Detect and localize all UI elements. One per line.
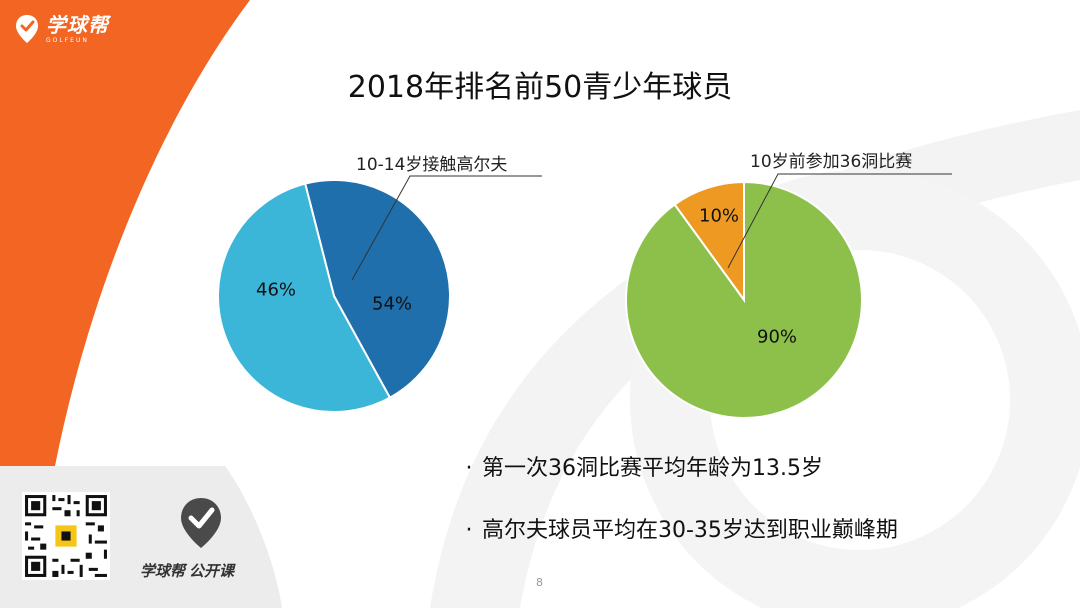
pie2-callout: 10岁前参加36洞比赛 <box>750 152 913 172</box>
pie1-leader-line <box>351 175 542 281</box>
pie2-slice-1 <box>673 180 745 304</box>
bullet-marker: · <box>465 456 473 481</box>
bullet-2-text: 高尔夫球员平均在30-35岁达到职业巅峰期 <box>482 518 898 543</box>
footer-brand-sub: 公开课 <box>189 562 235 580</box>
slide-title: 2018年排名前50青少年球员 <box>347 70 733 105</box>
pie1-slice-1 <box>303 179 452 400</box>
orange-corner-shape <box>0 0 250 466</box>
footer-brand: 学球帮 公开课 <box>140 560 238 581</box>
brand-badge-icon <box>181 498 221 548</box>
bullet-2: · 高尔夫球员平均在30-35岁达到职业巅峰期 <box>462 512 898 544</box>
pie1-label-54: 54% <box>371 293 413 315</box>
watermark-ring <box>630 170 1080 608</box>
bullet-marker: · <box>465 518 473 543</box>
bullet-1-text: 第一次36洞比赛平均年龄为13.5岁 <box>482 456 823 481</box>
brand-logo: 学球帮 GOLFEUN <box>14 14 109 44</box>
pie1-callout: 10-14岁接触高尔夫 <box>356 155 508 175</box>
logo-text: 学球帮 <box>46 12 109 37</box>
pie2-label-10: 10% <box>698 205 740 227</box>
pie2-slice-2 <box>625 180 863 419</box>
footer-brand-name: 学球帮 <box>140 562 186 580</box>
logo-subtext: GOLFEUN <box>46 36 89 44</box>
pie1-slice-2 <box>217 182 392 413</box>
pie2-label-90: 90% <box>756 326 798 348</box>
pie1-label-46: 46% <box>255 279 297 301</box>
location-pin-icon <box>16 15 38 43</box>
qr-code-icon <box>22 492 110 580</box>
bullet-1: · 第一次36洞比赛平均年龄为13.5岁 <box>462 450 823 482</box>
page-number: 8 <box>536 576 543 589</box>
pie2-leader-line <box>727 173 952 269</box>
